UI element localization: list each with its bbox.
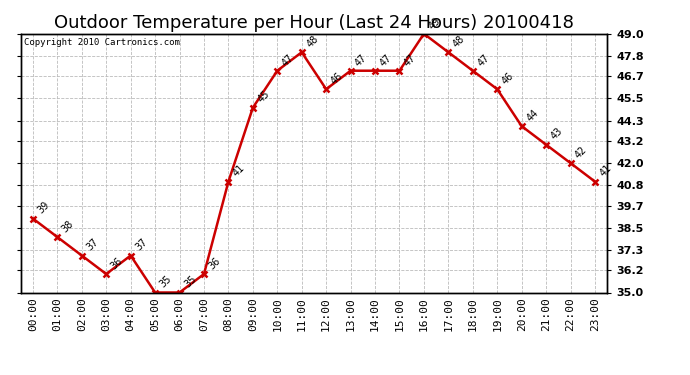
Title: Outdoor Temperature per Hour (Last 24 Hours) 20100418: Outdoor Temperature per Hour (Last 24 Ho… (54, 14, 574, 32)
Text: 45: 45 (255, 89, 271, 105)
Text: 47: 47 (402, 52, 418, 68)
Text: 38: 38 (60, 219, 76, 234)
Text: 48: 48 (451, 34, 467, 50)
Text: 37: 37 (85, 237, 100, 253)
Text: 47: 47 (280, 52, 296, 68)
Text: 46: 46 (500, 70, 515, 86)
Text: 48: 48 (304, 34, 320, 50)
Text: 39: 39 (36, 200, 52, 216)
Text: 42: 42 (573, 144, 589, 160)
Text: 47: 47 (378, 52, 393, 68)
Text: 35: 35 (158, 274, 174, 290)
Text: 43: 43 (549, 126, 564, 142)
Text: 47: 47 (475, 52, 491, 68)
Text: 41: 41 (598, 163, 613, 179)
Text: 47: 47 (353, 52, 369, 68)
Text: 36: 36 (109, 255, 125, 271)
Text: 46: 46 (329, 70, 345, 86)
Text: 49: 49 (426, 15, 442, 31)
Text: 41: 41 (231, 163, 247, 179)
Text: 37: 37 (133, 237, 149, 253)
Text: Copyright 2010 Cartronics.com: Copyright 2010 Cartronics.com (23, 38, 179, 46)
Text: 35: 35 (182, 274, 198, 290)
Text: 36: 36 (207, 255, 222, 271)
Text: 44: 44 (524, 108, 540, 123)
